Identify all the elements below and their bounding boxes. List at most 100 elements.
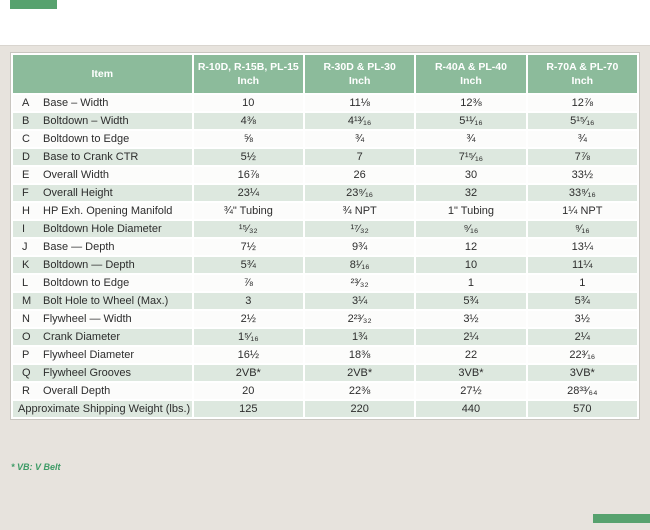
row-value: 13¼ bbox=[527, 239, 637, 255]
top-white-band bbox=[0, 0, 650, 46]
row-letter: K bbox=[22, 259, 30, 271]
row-letter: L bbox=[22, 277, 29, 289]
row-item: L Boltdown to Edge bbox=[13, 275, 192, 291]
row-label: Boltdown to Edge bbox=[43, 277, 130, 289]
spec-table-footer: Approximate Shipping Weight (lbs.) 125 2… bbox=[13, 401, 637, 417]
column-header-model-1: R-10D, R-15B, PL-15 Inch bbox=[193, 55, 303, 93]
table-row: H HP Exh. Opening Manifold ¾" Tubing ¾ NPT 1… bbox=[13, 203, 637, 219]
row-value: 125 bbox=[193, 401, 303, 417]
table-row: A Base – Width 10 11⅛ 12⅜ 12⅞ bbox=[13, 95, 637, 111]
table-row: E Overall Width 16⅞ 26 30 33½ bbox=[13, 167, 637, 183]
row-value: ⁹⁄₁₆ bbox=[416, 221, 526, 237]
row-value: 5½ bbox=[193, 149, 303, 165]
row-value: 23⁹⁄₁₆ bbox=[304, 185, 415, 201]
row-value: 11¼ bbox=[527, 257, 637, 273]
spec-table-container: Item R-10D, R-15B, PL-15 Inch R-30D & PL… bbox=[10, 52, 640, 420]
table-row: P Flywheel Diameter 16½ 18⅜ 22 22³⁄₁₆ bbox=[13, 347, 637, 363]
column-unit: Inch bbox=[237, 75, 260, 87]
row-value: ²³⁄₃₂ bbox=[304, 275, 415, 291]
row-value: 440 bbox=[416, 401, 526, 417]
row-value: ⅝ bbox=[193, 131, 303, 147]
row-letter: C bbox=[22, 133, 30, 145]
row-value: 16⅞ bbox=[193, 167, 303, 183]
row-value: 1¼ NPT bbox=[527, 203, 637, 219]
row-item: H HP Exh. Opening Manifold bbox=[13, 203, 192, 219]
column-models: R-10D, R-15B, PL-15 bbox=[197, 60, 299, 73]
row-label: Overall Depth bbox=[43, 385, 111, 397]
row-item: I Boltdown Hole Diameter bbox=[13, 221, 192, 237]
table-row: K Boltdown — Depth 5¾ 8¹⁄₁₆ 10 11¼ bbox=[13, 257, 637, 273]
row-value: 18⅜ bbox=[304, 347, 415, 363]
accent-bar-top bbox=[10, 0, 57, 9]
spec-table-header: Item R-10D, R-15B, PL-15 Inch R-30D & PL… bbox=[13, 55, 637, 93]
row-item: Q Flywheel Grooves bbox=[13, 365, 192, 381]
row-label: HP Exh. Opening Manifold bbox=[43, 205, 173, 217]
row-letter: B bbox=[22, 115, 30, 127]
row-value: 1¾ bbox=[304, 329, 415, 345]
row-item: E Overall Width bbox=[13, 167, 192, 183]
accent-bar-bottom bbox=[593, 514, 650, 523]
row-letter: P bbox=[22, 349, 30, 361]
row-item: J Base — Depth bbox=[13, 239, 192, 255]
row-value: 27½ bbox=[416, 383, 526, 399]
table-row: M Bolt Hole to Wheel (Max.) 3 3¼ 5¾ 5¾ bbox=[13, 293, 637, 309]
row-value: ¾ bbox=[304, 131, 415, 147]
table-row: B Boltdown – Width 4⅜ 4¹³⁄₁₆ 5¹¹⁄₁₆ 5¹⁵⁄₁₆ bbox=[13, 113, 637, 129]
column-models: R-70A & PL-70 bbox=[546, 60, 619, 73]
column-header-model-2: R-30D & PL-30 Inch bbox=[304, 55, 415, 93]
row-label: Base — Depth bbox=[43, 241, 115, 253]
row-item: F Overall Height bbox=[13, 185, 192, 201]
row-value: 2VB* bbox=[193, 365, 303, 381]
table-row: L Boltdown to Edge ⅞ ²³⁄₃₂ 1 1 bbox=[13, 275, 637, 291]
row-item: A Base – Width bbox=[13, 95, 192, 111]
row-value: 7⅞ bbox=[527, 149, 637, 165]
row-label: Flywheel Diameter bbox=[43, 349, 135, 361]
row-item: C Boltdown to Edge bbox=[13, 131, 192, 147]
column-models: R-40A & PL-40 bbox=[434, 60, 507, 73]
row-label: Bolt Hole to Wheel (Max.) bbox=[43, 295, 169, 307]
row-letter: M bbox=[22, 295, 32, 307]
row-letter: N bbox=[22, 313, 30, 325]
row-value: 12⅞ bbox=[527, 95, 637, 111]
row-value: 5¹⁵⁄₁₆ bbox=[527, 113, 637, 129]
row-value: 3½ bbox=[416, 311, 526, 327]
row-value: 4⅜ bbox=[193, 113, 303, 129]
row-item: B Boltdown – Width bbox=[13, 113, 192, 129]
row-value: 570 bbox=[527, 401, 637, 417]
row-value: 23¼ bbox=[193, 185, 303, 201]
row-value: 9¾ bbox=[304, 239, 415, 255]
row-value: 7 bbox=[304, 149, 415, 165]
column-models: R-30D & PL-30 bbox=[323, 60, 396, 73]
row-value: 3 bbox=[193, 293, 303, 309]
row-value: ¹⁵⁄₃₂ bbox=[193, 221, 303, 237]
row-value: 3½ bbox=[527, 311, 637, 327]
row-value: 2¼ bbox=[527, 329, 637, 345]
row-value: 26 bbox=[304, 167, 415, 183]
row-value: 1" Tubing bbox=[416, 203, 526, 219]
row-letter: O bbox=[22, 331, 31, 343]
row-item: N Flywheel — Width bbox=[13, 311, 192, 327]
row-item: P Flywheel Diameter bbox=[13, 347, 192, 363]
row-value: 33⁹⁄₁₆ bbox=[527, 185, 637, 201]
row-label: Boltdown – Width bbox=[43, 115, 129, 127]
row-value: 3¼ bbox=[304, 293, 415, 309]
row-label: Base to Crank CTR bbox=[43, 151, 139, 163]
row-label: Boltdown — Depth bbox=[43, 259, 135, 271]
shipping-weight-row: Approximate Shipping Weight (lbs.) 125 2… bbox=[13, 401, 637, 417]
spec-table-body: A Base – Width 10 11⅛ 12⅜ 12⅞ B Boltdown – Widt… bbox=[13, 95, 637, 399]
row-value: 5¾ bbox=[193, 257, 303, 273]
row-item: D Base to Crank CTR bbox=[13, 149, 192, 165]
vb-footnote: * VB: V Belt bbox=[11, 462, 61, 472]
table-row: I Boltdown Hole Diameter ¹⁵⁄₃₂ ¹⁷⁄₃₂ ⁹⁄₁₆ ⁹⁄₁… bbox=[13, 221, 637, 237]
row-value: 22⅜ bbox=[304, 383, 415, 399]
row-label: Flywheel — Width bbox=[43, 313, 132, 325]
row-value: 30 bbox=[416, 167, 526, 183]
row-letter: H bbox=[22, 205, 30, 217]
row-item: Approximate Shipping Weight (lbs.) bbox=[13, 401, 192, 417]
row-value: 8¹⁄₁₆ bbox=[304, 257, 415, 273]
table-row: C Boltdown to Edge ⅝ ¾ ¾ ¾ bbox=[13, 131, 637, 147]
row-value: 2¼ bbox=[416, 329, 526, 345]
column-header-model-3: R-40A & PL-40 Inch bbox=[416, 55, 526, 93]
row-value: 16½ bbox=[193, 347, 303, 363]
row-value: 32 bbox=[416, 185, 526, 201]
